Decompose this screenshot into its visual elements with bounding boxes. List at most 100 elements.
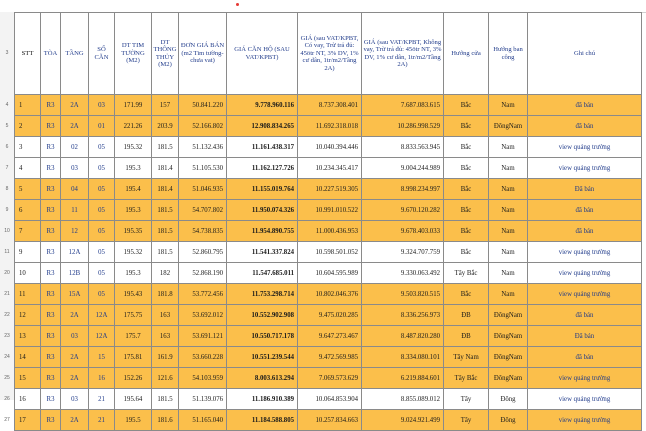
cell-dt-thong-thuy[interactable]: 163 (151, 304, 179, 326)
cell-dt-thong-thuy[interactable]: 157 (151, 94, 179, 116)
cell-gia-co-vay[interactable]: 10.227.519.305 (297, 178, 362, 200)
header-socan[interactable]: SỐ CĂN (88, 12, 115, 95)
cell-gia-khong-vay[interactable]: 9.670.120.282 (361, 199, 444, 221)
cell-gia-khong-vay[interactable]: 8.334.080.101 (361, 346, 444, 368)
row-number[interactable]: 3 (5, 50, 9, 56)
cell-huong-ban-cong[interactable]: Đông (488, 388, 528, 410)
cell-huong-ban-cong[interactable]: ĐôngNam (488, 325, 528, 347)
cell-toa[interactable]: R3 (40, 367, 61, 389)
cell-socan[interactable]: 12A (88, 325, 115, 347)
cell-tang[interactable]: 12 (60, 220, 89, 242)
cell-gia-co-vay[interactable]: 11.692.318.018 (297, 115, 362, 137)
cell-gia-khong-vay[interactable]: 9.004.244.989 (361, 157, 444, 179)
cell-tang[interactable]: 2A (60, 367, 89, 389)
cell-dt-thong-thuy[interactable]: 181.4 (151, 157, 179, 179)
cell-gia-can-ho[interactable]: 10.550.717.178 (226, 325, 298, 347)
cell-toa[interactable]: R3 (40, 346, 61, 368)
cell-ghi-chu[interactable]: đã bán (527, 346, 642, 368)
cell-ghi-chu[interactable]: đã bán (527, 199, 642, 221)
row-number[interactable]: 20 (4, 269, 10, 276)
cell-dt-thong-thuy[interactable]: 181.5 (151, 241, 179, 263)
row-number[interactable]: 25 (4, 374, 10, 381)
cell-tang[interactable]: 02 (60, 136, 89, 158)
cell-tang[interactable]: 2A (60, 346, 89, 368)
cell-ghi-chu[interactable]: đã bán (527, 94, 642, 116)
cell-socan[interactable]: 05 (88, 283, 115, 305)
cell-socan[interactable]: 15 (88, 346, 115, 368)
row-number[interactable]: 7 (5, 164, 9, 171)
header-dt-thong-thuy[interactable]: DT THÔNG THỦY (M2) (151, 12, 179, 95)
cell-dt-tim-tuong[interactable]: 175.81 (114, 346, 152, 368)
cell-toa[interactable]: R3 (40, 325, 61, 347)
cell-gia-co-vay[interactable]: 10.064.853.904 (297, 388, 362, 410)
cell-gia-co-vay[interactable]: 8.737.308.401 (297, 94, 362, 116)
cell-huong-cua[interactable]: Bắc (443, 199, 489, 221)
cell-stt[interactable]: 16 (14, 388, 41, 410)
cell-toa[interactable]: R3 (40, 262, 61, 284)
cell-ghi-chu[interactable]: view quảng trường (527, 262, 642, 284)
cell-huong-cua[interactable]: Tây Bắc (443, 262, 489, 284)
cell-toa[interactable]: R3 (40, 283, 61, 305)
cell-dt-tim-tuong[interactable]: 175.75 (114, 304, 152, 326)
header-ghi-chu[interactable]: Ghi chú (527, 12, 642, 95)
cell-don-gia[interactable]: 53.691.121 (178, 325, 227, 347)
cell-don-gia[interactable]: 51.132.436 (178, 136, 227, 158)
header-gia-can-ho[interactable]: GIÁ CĂN HỘ (SAU VAT/KPBT) (226, 12, 298, 95)
cell-dt-tim-tuong[interactable]: 195.32 (114, 136, 152, 158)
row-number[interactable]: 5 (5, 122, 9, 129)
row-number[interactable]: 22 (4, 311, 10, 318)
cell-stt[interactable]: 2 (14, 115, 41, 137)
cell-huong-ban-cong[interactable]: Nam (488, 283, 528, 305)
cell-huong-cua[interactable]: Bắc (443, 136, 489, 158)
cell-tang[interactable]: 2A (60, 304, 89, 326)
cell-toa[interactable]: R3 (40, 304, 61, 326)
cell-huong-cua[interactable]: Bắc (443, 157, 489, 179)
cell-dt-thong-thuy[interactable]: 181.5 (151, 388, 179, 410)
cell-tang[interactable]: 03 (60, 388, 89, 410)
cell-tang[interactable]: 12B (60, 262, 89, 284)
cell-socan[interactable]: 05 (88, 262, 115, 284)
cell-don-gia[interactable]: 54.103.959 (178, 367, 227, 389)
cell-ghi-chu[interactable]: view quảng trường (527, 136, 642, 158)
cell-dt-thong-thuy[interactable]: 181.5 (151, 199, 179, 221)
cell-stt[interactable]: 17 (14, 409, 41, 431)
cell-ghi-chu[interactable]: Đã bán (527, 325, 642, 347)
row-number[interactable]: 9 (5, 206, 9, 213)
cell-stt[interactable]: 9 (14, 241, 41, 263)
cell-dt-thong-thuy[interactable]: 121.6 (151, 367, 179, 389)
cell-tang[interactable]: 15A (60, 283, 89, 305)
cell-gia-co-vay[interactable]: 7.069.573.629 (297, 367, 362, 389)
cell-toa[interactable]: R3 (40, 178, 61, 200)
cell-tang[interactable]: 11 (60, 199, 89, 221)
cell-gia-co-vay[interactable]: 11.000.436.953 (297, 220, 362, 242)
cell-gia-can-ho[interactable]: 11.950.074.326 (226, 199, 298, 221)
header-dt-tim-tuong[interactable]: DT TIM TƯỜNG (M2) (114, 12, 152, 95)
header-gia-khong-vay[interactable]: GIÁ (sau VAT/KPBT, Không vay, Trừ trả đủ… (361, 12, 444, 95)
cell-stt[interactable]: 15 (14, 367, 41, 389)
cell-dt-thong-thuy[interactable]: 181.8 (151, 283, 179, 305)
cell-stt[interactable]: 7 (14, 220, 41, 242)
header-don-gia[interactable]: ĐƠN GIÁ BÁN (m2 Tim tường- chưa vat) (178, 12, 227, 95)
cell-don-gia[interactable]: 53.660.228 (178, 346, 227, 368)
cell-dt-thong-thuy[interactable]: 181.5 (151, 136, 179, 158)
cell-don-gia[interactable]: 53.772.456 (178, 283, 227, 305)
cell-gia-can-ho[interactable]: 11.954.890.755 (226, 220, 298, 242)
cell-gia-can-ho[interactable]: 10.551.239.544 (226, 346, 298, 368)
cell-dt-tim-tuong[interactable]: 152.26 (114, 367, 152, 389)
cell-gia-can-ho[interactable]: 8.003.613.294 (226, 367, 298, 389)
cell-stt[interactable]: 11 (14, 283, 41, 305)
cell-huong-cua[interactable]: Tây (443, 409, 489, 431)
cell-dt-tim-tuong[interactable]: 171.99 (114, 94, 152, 116)
cell-toa[interactable]: R3 (40, 136, 61, 158)
cell-huong-cua[interactable]: Bắc (443, 283, 489, 305)
cell-dt-thong-thuy[interactable]: 181.6 (151, 409, 179, 431)
cell-huong-ban-cong[interactable]: Nam (488, 220, 528, 242)
cell-dt-thong-thuy[interactable]: 181.4 (151, 178, 179, 200)
cell-dt-tim-tuong[interactable]: 221.26 (114, 115, 152, 137)
cell-toa[interactable]: R3 (40, 241, 61, 263)
cell-stt[interactable]: 1 (14, 94, 41, 116)
cell-ghi-chu[interactable]: view quảng trường (527, 409, 642, 431)
cell-gia-khong-vay[interactable]: 9.678.403.033 (361, 220, 444, 242)
cell-dt-tim-tuong[interactable]: 195.4 (114, 178, 152, 200)
cell-gia-can-ho[interactable]: 11.186.910.389 (226, 388, 298, 410)
